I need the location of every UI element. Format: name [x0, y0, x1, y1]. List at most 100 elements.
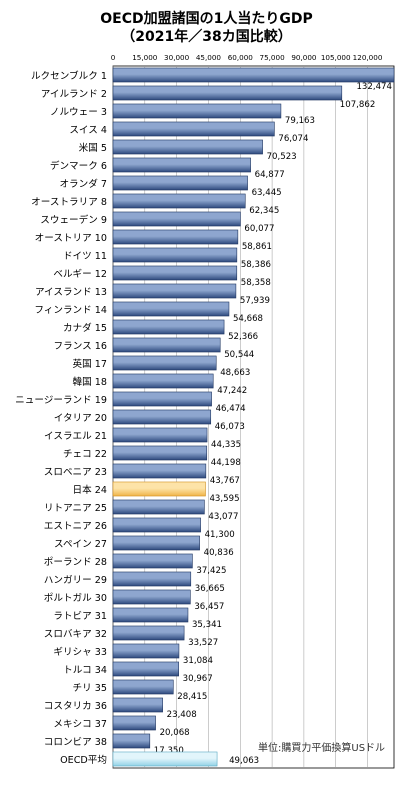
bar [112, 247, 238, 263]
value-label: 37,425 [196, 566, 226, 576]
value-label: 58,358 [241, 278, 271, 288]
x-tick-label: 60,000 [228, 53, 254, 62]
category-label: チェコ 22 [63, 449, 107, 460]
category-label: デンマーク 6 [50, 160, 107, 172]
category-label: ベルギー 12 [53, 269, 107, 280]
bar [112, 715, 156, 731]
bar [112, 445, 208, 461]
chart-subtitle: （2021年／38カ国比較） [121, 29, 292, 45]
category-label: 韓国 18 [73, 376, 107, 388]
value-label: 52,366 [228, 332, 258, 342]
category-label: オランダ 7 [59, 178, 107, 190]
bar [112, 643, 180, 659]
x-tick-label: 15,000 [132, 53, 158, 62]
value-label: 40,836 [204, 548, 234, 558]
value-label: 54,668 [233, 314, 263, 324]
bar [112, 589, 191, 605]
bar [112, 427, 208, 443]
category-label: 日本 24 [73, 484, 107, 496]
category-label: ポーランド 28 [44, 557, 107, 568]
category-label: スウェーデン 9 [40, 214, 107, 226]
value-label: 31,084 [183, 656, 213, 666]
bar [112, 301, 230, 317]
category-label: ニュージーランド 19 [15, 395, 107, 406]
category-label: スロベニア 23 [44, 467, 107, 478]
category-label: イタリア 20 [54, 413, 107, 424]
value-label: 43,077 [208, 512, 238, 522]
bar [112, 463, 207, 479]
bar [112, 535, 200, 551]
category-label: OECD平均 [60, 754, 107, 766]
bar [112, 85, 343, 101]
bar [112, 283, 237, 299]
bar [112, 697, 163, 713]
bar [112, 661, 179, 677]
bar [112, 355, 217, 371]
bar [112, 373, 214, 389]
x-tick-label: 0 [111, 53, 116, 62]
value-label: 58,861 [242, 242, 272, 252]
category-label: ポルトガル 30 [44, 593, 107, 604]
bar [112, 571, 192, 587]
value-label: 35,341 [192, 620, 222, 630]
category-label: ノルウェー 3 [50, 107, 107, 118]
bar [112, 733, 151, 749]
bar [112, 139, 263, 155]
bar [112, 229, 239, 245]
category-label: スペイン 27 [54, 539, 107, 550]
value-label: 62,345 [249, 206, 279, 216]
chart-title: OECD加盟諸国の1人当たりGDP [100, 11, 313, 27]
unit-note: 単位:購買力平価換算USドル [258, 743, 386, 754]
value-label: 17,350 [154, 746, 184, 756]
category-label: イスラエル 21 [44, 431, 107, 442]
category-label: 英国 17 [73, 358, 107, 370]
value-label: 23,408 [167, 710, 197, 720]
category-label: フランス 16 [54, 341, 107, 352]
x-tick-label: 30,000 [164, 53, 190, 62]
category-label: メキシコ 37 [53, 719, 107, 730]
bar [112, 679, 174, 695]
category-label: スロバキア 32 [44, 629, 107, 640]
bar [112, 319, 225, 335]
value-label: 50,544 [224, 350, 254, 360]
value-label: 47,242 [217, 386, 247, 396]
value-label: 76,074 [278, 134, 308, 144]
x-tick-label: 90,000 [291, 53, 317, 62]
value-label: 28,415 [177, 692, 207, 702]
value-label: 33,527 [188, 638, 218, 648]
bar [112, 211, 241, 227]
value-label: 41,300 [205, 530, 235, 540]
value-label: 30,967 [183, 674, 213, 684]
bar [112, 265, 238, 281]
value-label: 48,663 [220, 368, 250, 378]
category-label: ルクセンブルク 1 [31, 70, 107, 82]
bar [112, 625, 185, 641]
category-label: エストニア 26 [44, 521, 107, 532]
category-label: オーストラリア 8 [31, 197, 107, 208]
category-label: フィンランド 14 [34, 305, 107, 316]
category-label: アイスランド 13 [35, 287, 107, 298]
category-label: チリ 35 [73, 683, 107, 694]
bar [112, 481, 206, 497]
category-label: コロンビア 38 [44, 737, 107, 748]
category-label: アイルランド 2 [41, 89, 107, 100]
bar [112, 553, 193, 569]
x-tick-label: 105,000 [321, 53, 351, 62]
bar [112, 391, 212, 407]
x-tick-label: 45,000 [196, 53, 222, 62]
bar [112, 607, 189, 623]
value-label: 57,939 [240, 296, 270, 306]
bar [112, 499, 205, 515]
value-label: 132,474 [356, 82, 392, 92]
bar [112, 157, 251, 173]
value-label: 63,445 [252, 188, 282, 198]
category-label: リトアニア 25 [44, 503, 107, 514]
value-label: 20,068 [160, 728, 190, 738]
category-label: ギリシャ 33 [53, 647, 107, 658]
bar [112, 175, 248, 191]
category-label: スイス 4 [69, 125, 107, 136]
category-label: オーストリア 10 [35, 233, 107, 244]
category-label: カナダ 15 [63, 322, 107, 334]
value-label: 44,335 [211, 440, 241, 450]
value-label: 64,877 [255, 170, 285, 180]
